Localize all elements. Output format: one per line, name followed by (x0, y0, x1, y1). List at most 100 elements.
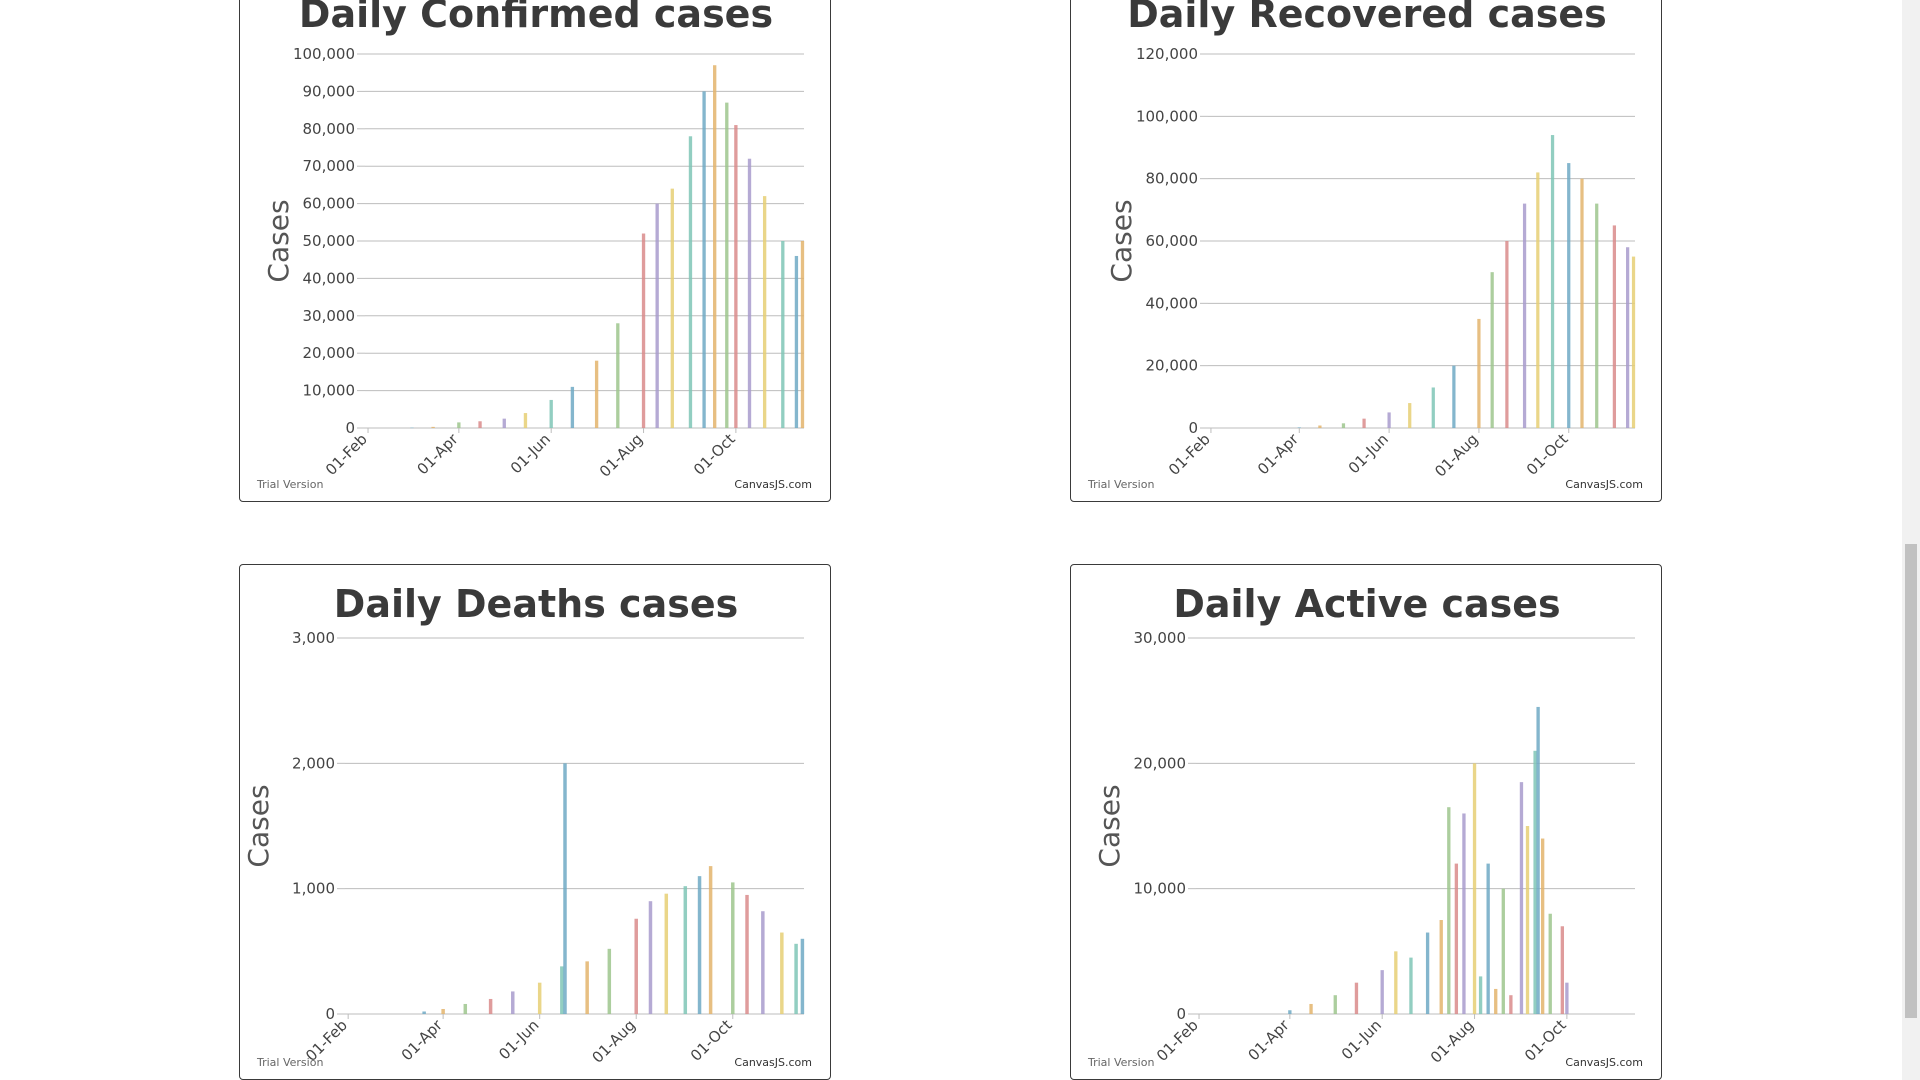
y-tick-label: 20,000 (1134, 754, 1187, 772)
bar (570, 386, 575, 428)
bar (794, 943, 798, 1014)
bar (1477, 318, 1481, 428)
bar (734, 125, 738, 428)
y-axis-label: Cases (1093, 784, 1126, 867)
canvasjs-credit-link[interactable]: CanvasJS.com (1565, 1056, 1643, 1069)
x-tick-label: 01-Aug (596, 430, 647, 481)
y-tick-label: 0 (345, 419, 355, 437)
bar (422, 1011, 426, 1014)
bar (1454, 863, 1459, 1014)
bar (1333, 995, 1337, 1014)
bar (585, 961, 589, 1014)
bar (1425, 932, 1430, 1014)
bar (457, 422, 461, 428)
bar (1536, 706, 1540, 1014)
y-tick-label: 120,000 (1136, 45, 1198, 63)
bar (1409, 957, 1413, 1014)
bar (1439, 920, 1443, 1014)
x-tick-label: 01-Apr (1245, 1016, 1294, 1065)
y-tick-label: 3,000 (292, 629, 335, 647)
bar (781, 241, 785, 428)
y-axis-label: Cases (242, 784, 275, 867)
x-tick-label: 01-Apr (398, 1016, 447, 1065)
bar (1486, 863, 1490, 1014)
bar (1501, 888, 1505, 1014)
bar (697, 876, 702, 1014)
bar (1462, 813, 1466, 1014)
x-tick-label: 01-Aug (1431, 430, 1482, 481)
bar (1297, 427, 1301, 428)
bar (1631, 256, 1636, 428)
bar (761, 911, 765, 1014)
chart-card-daily-active: Daily Active cases 0 10,000 20,000 30,000 01-… (1070, 564, 1662, 1080)
canvasjs-credit-link[interactable]: CanvasJS.com (734, 478, 812, 491)
bar (1540, 838, 1545, 1014)
bar (616, 323, 620, 428)
y-tick-label: 30,000 (303, 307, 356, 325)
y-tick-label: 30,000 (1134, 629, 1187, 647)
bar (641, 233, 646, 428)
bar (713, 65, 717, 428)
vertical-scrollbar[interactable] (1902, 0, 1920, 1080)
bar (648, 901, 653, 1014)
bar (1362, 418, 1366, 428)
x-tick-label: 01-Aug (589, 1016, 640, 1067)
y-tick-label: 40,000 (1146, 294, 1199, 312)
bar (502, 418, 506, 428)
y-tick-label: 100,000 (293, 45, 355, 63)
bar (537, 982, 542, 1014)
bar (1567, 163, 1571, 429)
bar (1394, 951, 1398, 1014)
chart-card-daily-confirmed: Daily Confirmed cases 0 10,000 20,000 30,000… (239, 0, 831, 502)
chart-title: Daily Confirmed cases (299, 0, 773, 36)
y-tick-label: 10,000 (1134, 880, 1187, 898)
bar (664, 893, 669, 1014)
y-tick-label: 60,000 (1146, 232, 1199, 250)
bar (794, 255, 799, 428)
x-tick-label: 01-Jun (495, 1016, 542, 1063)
bar (1354, 982, 1359, 1014)
chart-daily-recovered: Daily Recovered cases 0 20,000 40,000 60,000… (1087, 0, 1643, 491)
bar (431, 426, 435, 428)
bar (745, 894, 749, 1014)
bar (1505, 241, 1509, 428)
x-tick-label: 01-Feb (322, 430, 371, 479)
bar (1560, 926, 1565, 1014)
bar (747, 158, 752, 428)
y-tick-label: 100,000 (1136, 107, 1198, 125)
bar (1550, 135, 1555, 429)
bar (725, 102, 729, 429)
y-tick-label: 80,000 (303, 120, 356, 138)
bar (762, 196, 767, 428)
x-tick-label: 01-Apr (1254, 430, 1303, 479)
bar (594, 360, 599, 428)
x-tick-label: 01-Oct (690, 430, 739, 479)
bar (441, 1008, 445, 1014)
bar (702, 91, 706, 429)
bar (1533, 750, 1537, 1014)
x-tick-label: 01-Feb (1165, 430, 1214, 479)
y-tick-label: 70,000 (303, 157, 356, 175)
canvasjs-credit-link[interactable]: CanvasJS.com (1565, 478, 1643, 491)
bar (800, 241, 805, 428)
bar (1341, 423, 1346, 428)
y-tick-label: 2,000 (292, 754, 335, 772)
chart-daily-deaths: Daily Deaths cases01,0002,0003,00001-Feb… (242, 582, 812, 1069)
x-tick-label: 01-Feb (1153, 1016, 1202, 1065)
trial-version-label: Trial Version (256, 1056, 323, 1069)
scrollbar-thumb[interactable] (1905, 544, 1917, 1018)
y-tick-label: 80,000 (1146, 170, 1199, 188)
y-tick-label: 20,000 (1146, 357, 1199, 375)
bar (800, 938, 805, 1014)
x-tick-label: 01-Oct (1521, 1016, 1570, 1065)
trial-version-label: Trial Version (256, 478, 323, 491)
bar (780, 932, 784, 1014)
bar (478, 421, 482, 428)
bar (1408, 403, 1412, 428)
bar (1494, 988, 1498, 1014)
bar (1380, 970, 1384, 1014)
bar (1472, 763, 1477, 1014)
bar (1525, 826, 1530, 1014)
canvasjs-credit-link[interactable]: CanvasJS.com (734, 1056, 812, 1069)
bar (708, 866, 713, 1014)
